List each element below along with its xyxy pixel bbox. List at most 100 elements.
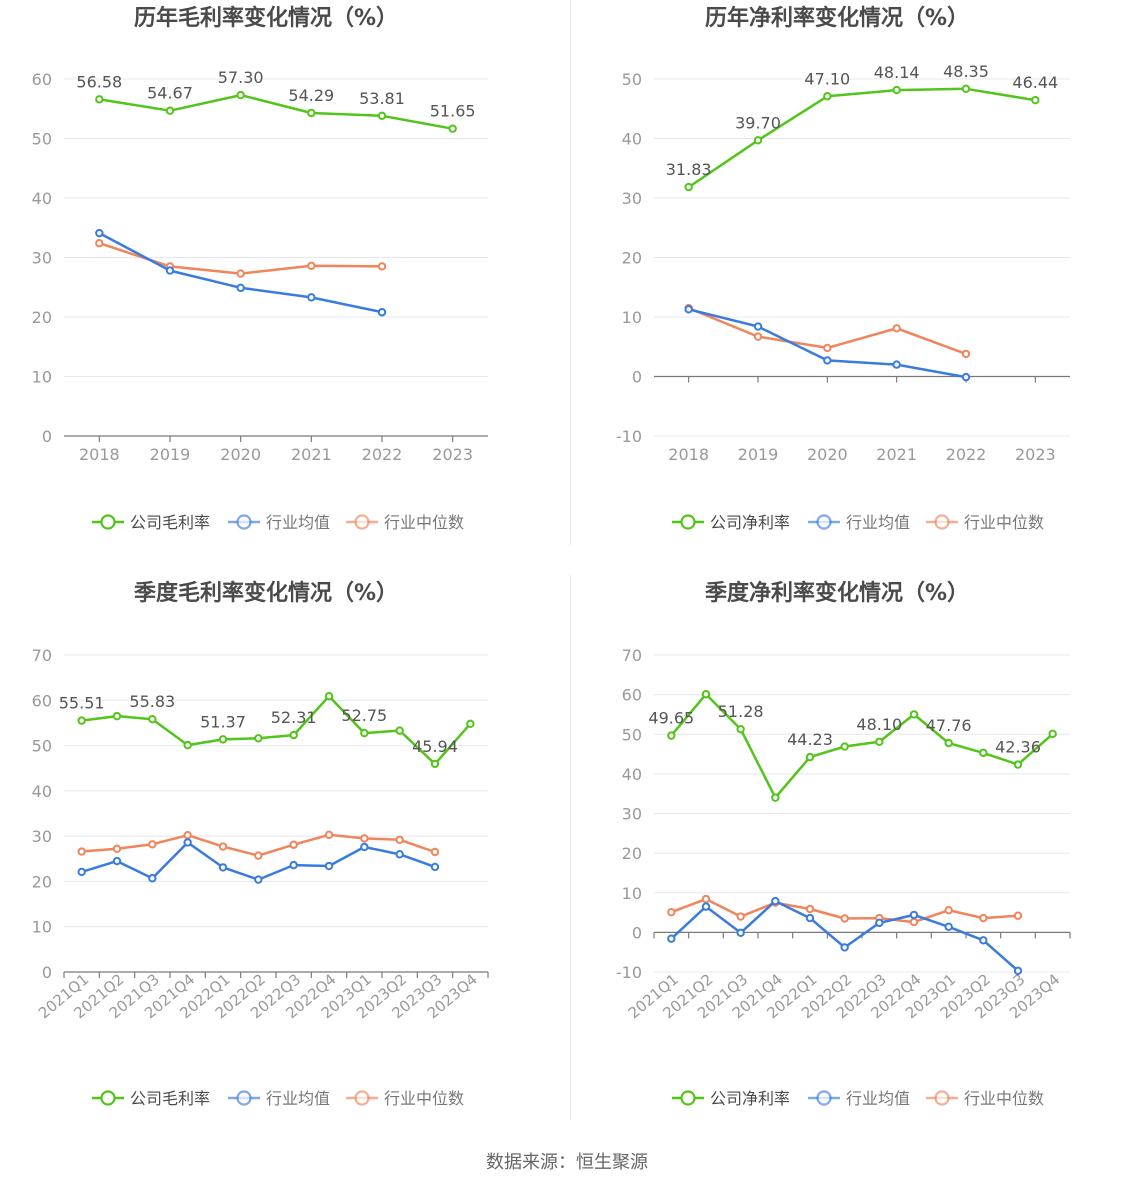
data-label: 51.37 <box>200 712 246 731</box>
data-point-industry-median <box>148 840 157 849</box>
x-tick-label: 2020 <box>220 445 261 464</box>
chart-svg: 季度毛利率变化情况（%）0102030405060702021Q12021Q22… <box>32 580 489 1108</box>
data-point-industry-median <box>961 349 971 359</box>
data-point-industry-avg <box>430 862 440 872</box>
legend-label: 公司毛利率 <box>130 513 210 532</box>
chart-svg: 历年净利率变化情况（%） -10 0 10 20 30 40 50 2018 2019 2020 20… <box>616 5 1070 532</box>
data-point-company <box>771 793 780 802</box>
y-tick-label: 30 <box>622 805 642 824</box>
x-tick-label: 2019 <box>738 445 779 464</box>
y-tick-label: 10 <box>622 884 642 903</box>
y-tick-label: 70 <box>32 646 52 665</box>
data-label: 45.94 <box>412 737 458 756</box>
data-point-industry-median <box>430 847 440 857</box>
legend-item: 公司净利率 <box>672 1089 790 1108</box>
data-label: 47.10 <box>804 69 850 88</box>
data-label: 51.28 <box>718 702 764 721</box>
data-point-industry-median <box>840 914 849 923</box>
data-point-company <box>875 737 884 746</box>
data-point-company <box>1013 760 1023 769</box>
chart-title: 季度净利率变化情况（%） <box>705 580 969 606</box>
data-point-company <box>909 710 919 719</box>
data-point-industry-median <box>324 830 334 839</box>
data-point-industry-avg <box>307 293 316 302</box>
data-source-footer: 数据来源：恒生聚源 <box>486 1152 648 1173</box>
legend-marker <box>934 1090 950 1106</box>
data-point-company <box>753 136 763 145</box>
y-tick-label: 70 <box>622 646 642 665</box>
legend-marker <box>236 1090 252 1106</box>
y-tick-label: 50 <box>32 130 52 149</box>
y-tick-label: 20 <box>622 249 642 268</box>
x-tick-label: 2020 <box>807 445 848 464</box>
data-point-company <box>701 690 711 699</box>
legend-label: 行业中位数 <box>964 513 1044 532</box>
y-tick-label: 30 <box>32 249 52 268</box>
data-label: 47.76 <box>926 716 972 735</box>
data-point-company <box>148 714 157 724</box>
x-tick-label: 2022 <box>946 445 987 464</box>
data-label: 49.65 <box>648 709 694 728</box>
data-point-company <box>395 726 404 735</box>
data-point-company <box>840 742 849 751</box>
series-line-company <box>99 93 453 130</box>
data-point-industry-median <box>892 324 901 333</box>
legend-item: 行业均值 <box>228 513 330 532</box>
data-point-industry-median <box>1013 911 1023 920</box>
y-tick-label: 10 <box>32 918 52 937</box>
data-point-company <box>823 92 832 101</box>
data-point-industry-median <box>395 835 404 844</box>
data-point-industry-median <box>183 831 192 840</box>
legend-label: 公司净利率 <box>710 513 790 532</box>
data-point-industry-median <box>218 842 228 851</box>
data-point-industry-avg <box>148 874 157 883</box>
legend-item: 公司净利率 <box>672 513 790 532</box>
y-tick-label: 10 <box>32 368 52 387</box>
data-point-company <box>289 730 298 740</box>
data-point-company <box>360 728 369 738</box>
y-tick-label: 60 <box>32 691 52 710</box>
data-label: 51.65 <box>430 102 476 121</box>
legend-item: 行业均值 <box>808 1089 910 1108</box>
y-tick-label: 50 <box>32 737 52 756</box>
data-point-company <box>307 108 316 118</box>
data-point-industry-avg <box>684 305 693 314</box>
vertical-divider-top <box>570 0 571 545</box>
data-label: 52.75 <box>341 706 387 725</box>
data-point-company <box>183 740 192 750</box>
legend-item: 公司毛利率 <box>92 1089 210 1108</box>
legend-marker <box>100 1090 116 1106</box>
y-tick-label: 60 <box>32 70 52 89</box>
data-point-industry-avg <box>395 850 404 859</box>
data-point-industry-median <box>667 907 676 917</box>
series-line-industry-avg <box>688 308 967 379</box>
y-tick-label: 30 <box>622 189 642 208</box>
data-label: 31.83 <box>666 160 712 179</box>
x-tick-label: 2018 <box>79 445 120 464</box>
x-tick-label: 2019 <box>150 445 191 464</box>
data-point-company <box>448 124 457 133</box>
y-tick-label: 40 <box>622 765 642 784</box>
data-label: 52.31 <box>271 708 317 727</box>
data-point-company <box>1031 95 1040 105</box>
data-label: 55.51 <box>59 694 105 713</box>
data-point-industry-median <box>236 269 245 278</box>
data-label: 57.30 <box>218 68 264 87</box>
data-point-company <box>667 731 676 740</box>
data-point-company <box>736 724 745 734</box>
data-point-company <box>805 752 815 762</box>
data-point-industry-avg <box>805 913 815 923</box>
y-tick-label: 50 <box>622 725 642 744</box>
data-point-company <box>466 719 475 729</box>
data-point-industry-median <box>805 904 815 914</box>
data-point-industry-median <box>307 261 316 271</box>
data-point-company <box>165 106 175 115</box>
legend-label: 行业均值 <box>846 513 910 532</box>
data-point-industry-median <box>377 262 387 271</box>
data-point-industry-avg <box>701 902 711 911</box>
x-tick-label: 2023 <box>432 445 473 464</box>
data-point-industry-median <box>95 239 104 248</box>
data-point-industry-avg <box>360 842 369 852</box>
data-label: 46.44 <box>1012 73 1058 92</box>
legend-marker <box>100 514 116 530</box>
